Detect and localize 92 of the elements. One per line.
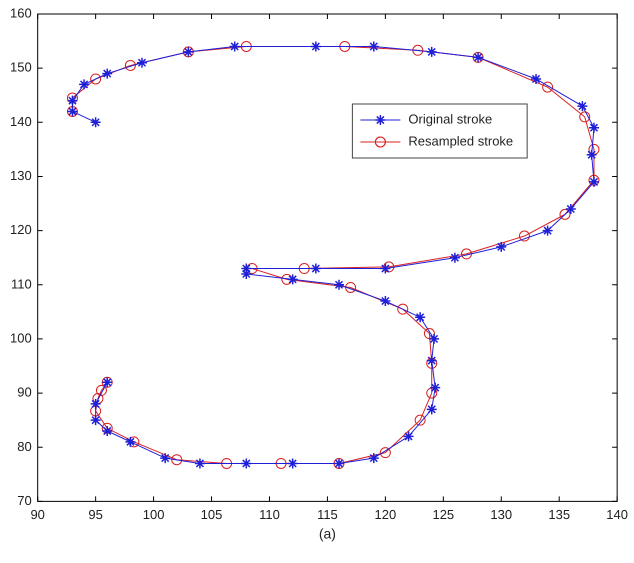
point bbox=[221, 458, 232, 469]
point bbox=[428, 333, 440, 345]
point bbox=[397, 304, 408, 315]
y-tick-label: 150 bbox=[10, 60, 32, 75]
point bbox=[333, 279, 345, 291]
point bbox=[368, 40, 380, 52]
point bbox=[228, 40, 240, 52]
point bbox=[66, 92, 78, 104]
y-tick-label: 90 bbox=[17, 384, 32, 400]
legend-label: Original stroke bbox=[408, 112, 492, 127]
point bbox=[246, 263, 258, 274]
point bbox=[424, 328, 435, 340]
x-tick-label: 125 bbox=[432, 506, 454, 522]
x-tick-label: 120 bbox=[374, 506, 396, 522]
point bbox=[240, 40, 252, 52]
point bbox=[380, 295, 392, 307]
point bbox=[310, 262, 322, 274]
legend-label: Resampled stroke bbox=[408, 134, 514, 149]
point bbox=[92, 393, 104, 404]
point bbox=[586, 149, 598, 161]
point bbox=[426, 388, 438, 399]
point bbox=[276, 458, 287, 469]
y-tick-label: 130 bbox=[10, 168, 32, 184]
point bbox=[339, 40, 350, 52]
point bbox=[429, 382, 441, 394]
point bbox=[426, 46, 438, 58]
point bbox=[383, 261, 394, 272]
text: (a) bbox=[318, 525, 336, 542]
point bbox=[102, 422, 113, 434]
point bbox=[124, 60, 136, 71]
point bbox=[576, 100, 588, 112]
point bbox=[136, 56, 148, 68]
point bbox=[380, 262, 392, 274]
x-tick-label: 90 bbox=[30, 506, 45, 522]
point bbox=[380, 447, 391, 458]
point bbox=[565, 203, 577, 215]
point bbox=[460, 248, 472, 260]
x-tick-label: 95 bbox=[88, 506, 103, 522]
point bbox=[518, 230, 530, 242]
point bbox=[159, 452, 171, 464]
point bbox=[90, 405, 102, 416]
point bbox=[560, 208, 571, 220]
x-tick-label: 140 bbox=[606, 506, 628, 522]
point bbox=[588, 144, 600, 155]
point bbox=[96, 384, 107, 396]
point bbox=[579, 111, 590, 122]
x-tick-label: 135 bbox=[548, 506, 570, 522]
point bbox=[414, 312, 426, 324]
point bbox=[496, 241, 508, 253]
point bbox=[530, 73, 542, 85]
x-tick-label: 100 bbox=[142, 506, 164, 522]
point bbox=[286, 274, 298, 286]
y-tick-label: 140 bbox=[10, 114, 32, 129]
point bbox=[240, 458, 252, 470]
point bbox=[281, 274, 292, 285]
point bbox=[90, 414, 102, 426]
point bbox=[310, 40, 322, 52]
point bbox=[414, 414, 426, 426]
point bbox=[66, 94, 78, 106]
point bbox=[194, 458, 206, 470]
point bbox=[542, 82, 554, 93]
point bbox=[78, 78, 90, 90]
y-tick-label: 120 bbox=[10, 222, 32, 238]
point bbox=[298, 263, 310, 274]
point bbox=[286, 458, 298, 470]
x-tick-label: 130 bbox=[490, 506, 512, 522]
y-tick-label: 70 bbox=[17, 492, 32, 508]
point bbox=[90, 116, 102, 128]
point bbox=[128, 436, 140, 448]
point bbox=[124, 436, 136, 448]
y-tick-label: 160 bbox=[10, 6, 32, 21]
point bbox=[345, 282, 356, 293]
point bbox=[101, 425, 113, 437]
x-tick-label: 115 bbox=[317, 506, 338, 522]
point bbox=[90, 73, 102, 84]
point bbox=[426, 354, 438, 366]
x-tick-label: 105 bbox=[200, 506, 222, 522]
point bbox=[426, 358, 438, 369]
point bbox=[171, 454, 182, 466]
point bbox=[449, 252, 461, 264]
point bbox=[402, 430, 414, 442]
y-tick-label: 110 bbox=[10, 276, 32, 292]
point bbox=[90, 398, 102, 410]
point bbox=[101, 68, 113, 80]
y-tick-label: 80 bbox=[17, 438, 32, 454]
point bbox=[368, 452, 380, 464]
point bbox=[412, 44, 424, 56]
point bbox=[542, 224, 554, 236]
y-tick-label: 100 bbox=[10, 330, 32, 346]
point bbox=[588, 122, 600, 134]
x-tick-label: 110 bbox=[259, 506, 280, 522]
point bbox=[426, 404, 438, 416]
